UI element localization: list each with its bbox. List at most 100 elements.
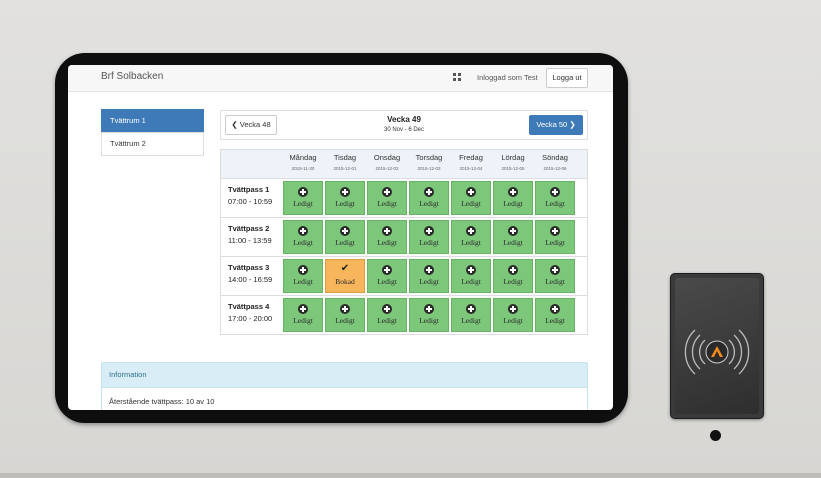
slot-status: Ledigt <box>293 238 313 247</box>
previous-week-label: Vecka 48 <box>239 120 271 129</box>
slot-status: Ledigt <box>503 277 523 286</box>
sidebar-item-tvattrum-2[interactable]: Tvättrum 2 <box>101 132 204 156</box>
free-slot-cell[interactable]: Ledigt <box>409 181 449 215</box>
slot-status: Ledigt <box>419 316 439 325</box>
free-slot-cell[interactable]: Ledigt <box>367 259 407 293</box>
brand-title[interactable]: Brf Solbacken <box>101 71 164 82</box>
free-slot-cell[interactable]: Ledigt <box>325 298 365 332</box>
previous-week-button[interactable]: ❮ Vecka 48 <box>225 115 277 135</box>
day-header: Tisdag 2015-12-01 <box>324 153 366 171</box>
day-name: Måndag <box>289 153 317 162</box>
plus-circle-icon <box>424 304 434 314</box>
plus-circle-icon <box>424 265 434 275</box>
plus-circle-icon <box>466 187 476 197</box>
free-slot-cell[interactable]: Ledigt <box>367 181 407 215</box>
slot-status: Ledigt <box>335 199 355 208</box>
slot-status: Ledigt <box>335 238 355 247</box>
free-slot-cell[interactable]: Ledigt <box>409 298 449 332</box>
free-slot-cell[interactable]: Ledigt <box>451 259 491 293</box>
plus-circle-icon <box>466 304 476 314</box>
slot-time: 17:00 - 20:00 <box>228 314 273 323</box>
slot-status: Ledigt <box>377 238 397 247</box>
free-slot-cell[interactable]: Ledigt <box>535 298 575 332</box>
slot-status: Ledigt <box>461 316 481 325</box>
free-slot-cell[interactable]: Ledigt <box>451 181 491 215</box>
apps-grid-icon[interactable] <box>453 73 461 81</box>
plus-circle-icon <box>382 187 392 197</box>
plus-circle-icon <box>424 226 434 236</box>
slot-status: Ledigt <box>545 277 565 286</box>
week-navigator: ❮ Vecka 48 Vecka 49 30 Nov - 6 Dec Vecka… <box>220 110 588 140</box>
reader-indicator-light <box>710 430 721 441</box>
slot-label: Tvättpass 3 14:00 - 16:59 <box>228 263 272 284</box>
table-row: Tvättpass 3 14:00 - 16:59 Ledigt ✔ Bokad Ledi… <box>221 257 587 296</box>
next-week-button[interactable]: Vecka 50 ❯ <box>529 115 583 135</box>
free-slot-cell[interactable]: Ledigt <box>367 298 407 332</box>
slot-status: Ledigt <box>293 199 313 208</box>
slot-status: Ledigt <box>335 316 355 325</box>
day-date: 2015-12-06 <box>543 166 567 171</box>
slot-status: Ledigt <box>503 316 523 325</box>
slot-time: 14:00 - 16:59 <box>228 275 273 284</box>
slot-status: Ledigt <box>461 277 481 286</box>
free-slot-cell[interactable]: Ledigt <box>493 298 533 332</box>
slot-status: Ledigt <box>377 277 397 286</box>
free-slot-cell[interactable]: Ledigt <box>493 220 533 254</box>
day-name: Söndag <box>542 153 568 162</box>
day-date: 2015-12-03 <box>417 166 441 171</box>
slot-time: 11:00 - 13:59 <box>228 236 272 245</box>
slot-status: Ledigt <box>419 238 439 247</box>
slot-status: Ledigt <box>293 316 313 325</box>
free-slot-cell[interactable]: Ledigt <box>283 220 323 254</box>
plus-circle-icon <box>382 304 392 314</box>
free-slot-cell[interactable]: Ledigt <box>535 181 575 215</box>
day-name: Lördag <box>501 153 525 162</box>
free-slot-cell[interactable]: Ledigt <box>451 220 491 254</box>
plus-circle-icon <box>298 226 308 236</box>
info-panel: Information Återstående tvättpass: 10 av… <box>101 362 588 410</box>
contactless-icon <box>684 329 750 375</box>
floor-edge <box>0 473 821 478</box>
plus-circle-icon <box>340 304 350 314</box>
slot-status: Bokad <box>335 277 355 286</box>
free-slot-cell[interactable]: Ledigt <box>493 259 533 293</box>
day-header: Fredag 2015-12-04 <box>450 153 492 171</box>
plus-circle-icon <box>382 265 392 275</box>
free-slot-cell[interactable]: Ledigt <box>325 181 365 215</box>
day-header: Lördag 2015-12-05 <box>492 153 534 171</box>
slot-label: Tvättpass 2 11:00 - 13:59 <box>228 224 272 245</box>
slot-status: Ledigt <box>419 199 439 208</box>
day-header: Torsdag 2015-12-03 <box>408 153 450 171</box>
plus-circle-icon <box>340 187 350 197</box>
chevron-left-icon: ❮ <box>231 120 238 129</box>
slot-status: Ledigt <box>419 277 439 286</box>
remaining-passes-text: Återstående tvättpass: 10 av 10 <box>109 397 215 406</box>
free-slot-cell[interactable]: Ledigt <box>535 220 575 254</box>
day-name: Tisdag <box>333 153 357 162</box>
day-header: Måndag 2015-11-30 <box>282 153 324 171</box>
free-slot-cell[interactable]: Ledigt <box>451 298 491 332</box>
sidebar-item-tvattrum-1[interactable]: Tvättrum 1 <box>101 109 204 133</box>
info-panel-title: Information <box>102 363 587 388</box>
booked-slot-cell[interactable]: ✔ Bokad <box>325 259 365 293</box>
day-name: Torsdag <box>415 153 443 162</box>
slot-label: Tvättpass 1 07:00 - 10:59 <box>228 185 272 206</box>
free-slot-cell[interactable]: Ledigt <box>409 220 449 254</box>
plus-circle-icon <box>550 304 560 314</box>
logout-button[interactable]: Logga ut <box>546 68 588 88</box>
plus-circle-icon <box>508 265 518 275</box>
chevron-right-icon: ❯ <box>569 120 576 129</box>
room-list: Tvättrum 1 Tvättrum 2 <box>101 109 204 156</box>
free-slot-cell[interactable]: Ledigt <box>493 181 533 215</box>
free-slot-cell[interactable]: Ledigt <box>367 220 407 254</box>
free-slot-cell[interactable]: Ledigt <box>409 259 449 293</box>
free-slot-cell[interactable]: Ledigt <box>535 259 575 293</box>
free-slot-cell[interactable]: Ledigt <box>325 220 365 254</box>
plus-circle-icon <box>466 226 476 236</box>
free-slot-cell[interactable]: Ledigt <box>283 181 323 215</box>
slot-time: 07:00 - 10:59 <box>228 197 273 206</box>
free-slot-cell[interactable]: Ledigt <box>283 259 323 293</box>
day-name: Fredag <box>459 153 483 162</box>
slot-status: Ledigt <box>503 199 523 208</box>
free-slot-cell[interactable]: Ledigt <box>283 298 323 332</box>
